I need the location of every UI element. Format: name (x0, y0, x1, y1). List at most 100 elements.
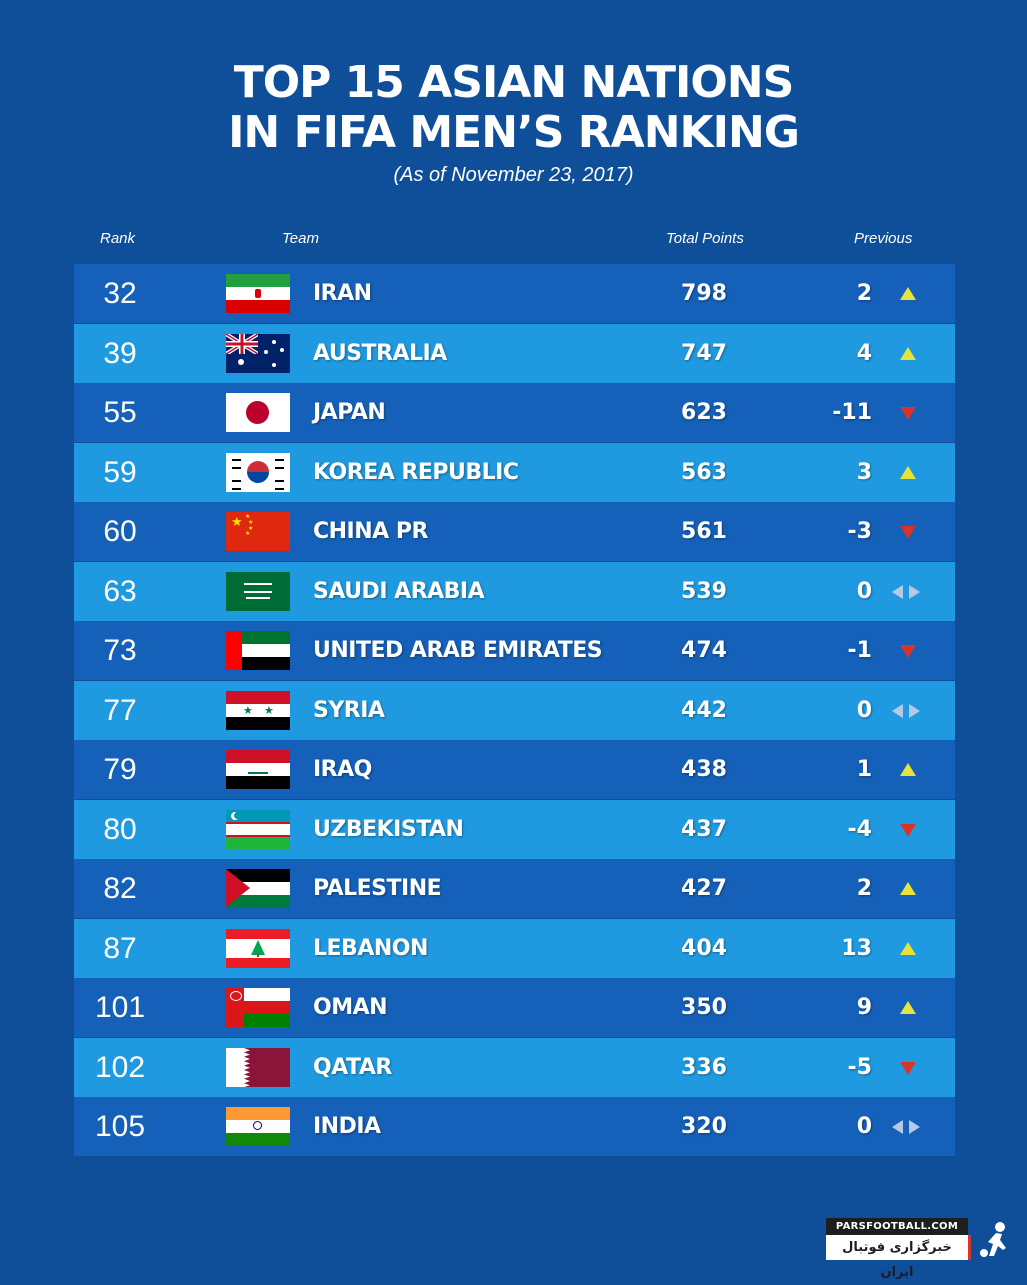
arrow-up-icon (892, 345, 926, 363)
iran-flag-icon (226, 274, 290, 313)
table-row: 63 SAUDI ARABIA 539 0 (74, 561, 955, 621)
previous-change: 4 (856, 340, 872, 366)
team-name: LEBANON (313, 935, 428, 961)
rank-value: 77 (103, 693, 137, 727)
title-line-2: IN FIFA MEN’S RANKING (228, 107, 800, 158)
rank-value: 32 (103, 277, 137, 310)
team-name: KOREA REPUBLIC (313, 459, 519, 485)
previous-change: 9 (856, 995, 872, 1020)
previous-change: 2 (856, 281, 872, 306)
rank-value: 63 (103, 574, 137, 608)
table-row: 73 UNITED ARAB EMIRATES 474 -1 (74, 621, 955, 680)
table-row: 60 ★ ★ ★ ★ ★ CHINA PR 561 -3 (74, 502, 955, 561)
team-name: OMAN (313, 995, 388, 1020)
team-name: UZBEKISTAN (313, 816, 464, 842)
table-row: 101 OMAN 350 9 (74, 978, 955, 1037)
syria-flag-icon: ★ ★ (226, 690, 290, 730)
rank-value: 55 (103, 396, 137, 429)
uzbekistan-flag-icon (226, 809, 290, 849)
total-points: 336 (681, 1054, 727, 1080)
table-row: 77 ★ ★ SYRIA 442 0 (74, 680, 955, 740)
total-points: 539 (681, 578, 727, 604)
previous-change: 1 (856, 757, 872, 782)
watermark-site: PARSFOOTBALL.COM (826, 1218, 968, 1235)
team-name: AUSTRALIA (313, 340, 447, 366)
arrow-up-icon (892, 285, 926, 303)
palestine-flag-icon (226, 869, 290, 908)
no-change-icon (892, 583, 926, 601)
page-title: TOP 15 ASIAN NATIONS IN FIFA MEN’S RANKI… (0, 58, 1027, 158)
team-name: PALESTINE (313, 876, 442, 901)
previous-change: -4 (847, 816, 872, 842)
total-points: 350 (681, 995, 727, 1020)
no-change-icon (892, 702, 926, 720)
table-row: 102 QATAR 336 -5 (74, 1037, 955, 1097)
header-previous: Previous (854, 230, 913, 247)
rank-value: 105 (94, 1110, 146, 1143)
previous-change: -1 (847, 638, 872, 663)
table-row: 59 KOREA REPUBLIC 563 3 (74, 442, 955, 502)
previous-change: -11 (832, 400, 872, 425)
team-name: UNITED ARAB EMIRATES (313, 638, 603, 663)
header-total-points: Total Points (666, 230, 744, 247)
watermark: PARSFOOTBALL.COM خبرگزاری فوتبال ایران (826, 1218, 1016, 1280)
table-row: 82 PALESTINE 427 2 (74, 859, 955, 918)
rank-value: 82 (103, 872, 137, 905)
rank-value: 87 (103, 931, 137, 965)
total-points: 438 (681, 757, 727, 782)
total-points: 747 (681, 340, 727, 366)
japan-flag-icon (226, 393, 290, 432)
previous-change: -3 (847, 519, 872, 544)
header-rank: Rank (100, 230, 136, 247)
rank-value: 79 (103, 753, 137, 786)
title-line-1: TOP 15 ASIAN NATIONS (233, 57, 795, 108)
team-name: IRAN (313, 281, 372, 306)
team-name: JAPAN (313, 400, 386, 425)
team-name: SYRIA (313, 697, 385, 723)
previous-change: 3 (856, 459, 872, 485)
total-points: 320 (681, 1114, 727, 1139)
china-flag-icon: ★ ★ ★ ★ ★ (226, 512, 290, 551)
previous-change: 0 (856, 697, 872, 723)
team-name: CHINA PR (313, 519, 428, 544)
rank-value: 39 (103, 336, 137, 370)
total-points: 623 (681, 400, 727, 425)
rank-value: 59 (103, 455, 137, 489)
saudi-flag-icon (226, 571, 290, 611)
table-row: 105 INDIA 320 0 (74, 1097, 955, 1156)
subtitle-date: (As of November 23, 2017) (393, 164, 634, 186)
ranking-table: 32 IRAN 798 2 39 AUSTRALIA 747 4 55 JAPAN 623 -11 59… (74, 264, 955, 1157)
no-change-icon (892, 1118, 926, 1136)
total-points: 442 (681, 697, 727, 723)
total-points: 427 (681, 876, 727, 901)
table-row: 32 IRAN 798 2 (74, 264, 955, 323)
total-points: 437 (681, 816, 727, 842)
previous-change: 0 (856, 1114, 872, 1139)
team-name: INDIA (313, 1114, 381, 1139)
arrow-up-icon (892, 940, 926, 958)
header-team: Team (282, 230, 319, 247)
iraq-flag-icon (226, 750, 290, 789)
arrow-down-icon (892, 523, 926, 541)
total-points: 561 (681, 519, 727, 544)
australia-flag-icon (226, 333, 290, 373)
rank-value: 73 (103, 634, 137, 667)
arrow-up-icon (892, 464, 926, 482)
uae-flag-icon (226, 631, 290, 670)
rank-value: 80 (103, 812, 137, 846)
arrow-down-icon (892, 642, 926, 660)
team-name: SAUDI ARABIA (313, 578, 485, 604)
watermark-name: خبرگزاری فوتبال ایران (826, 1235, 971, 1280)
total-points: 404 (681, 935, 727, 961)
total-points: 798 (681, 281, 727, 306)
arrow-down-icon (892, 1059, 926, 1077)
table-row: 79 IRAQ 438 1 (74, 740, 955, 799)
rank-value: 60 (103, 515, 137, 548)
total-points: 474 (681, 638, 727, 663)
rank-value: 101 (94, 991, 146, 1024)
korea-flag-icon (226, 452, 290, 492)
oman-flag-icon (226, 988, 290, 1027)
arrow-up-icon (892, 761, 926, 779)
rank-value: 102 (94, 1050, 146, 1084)
india-flag-icon (226, 1107, 290, 1146)
